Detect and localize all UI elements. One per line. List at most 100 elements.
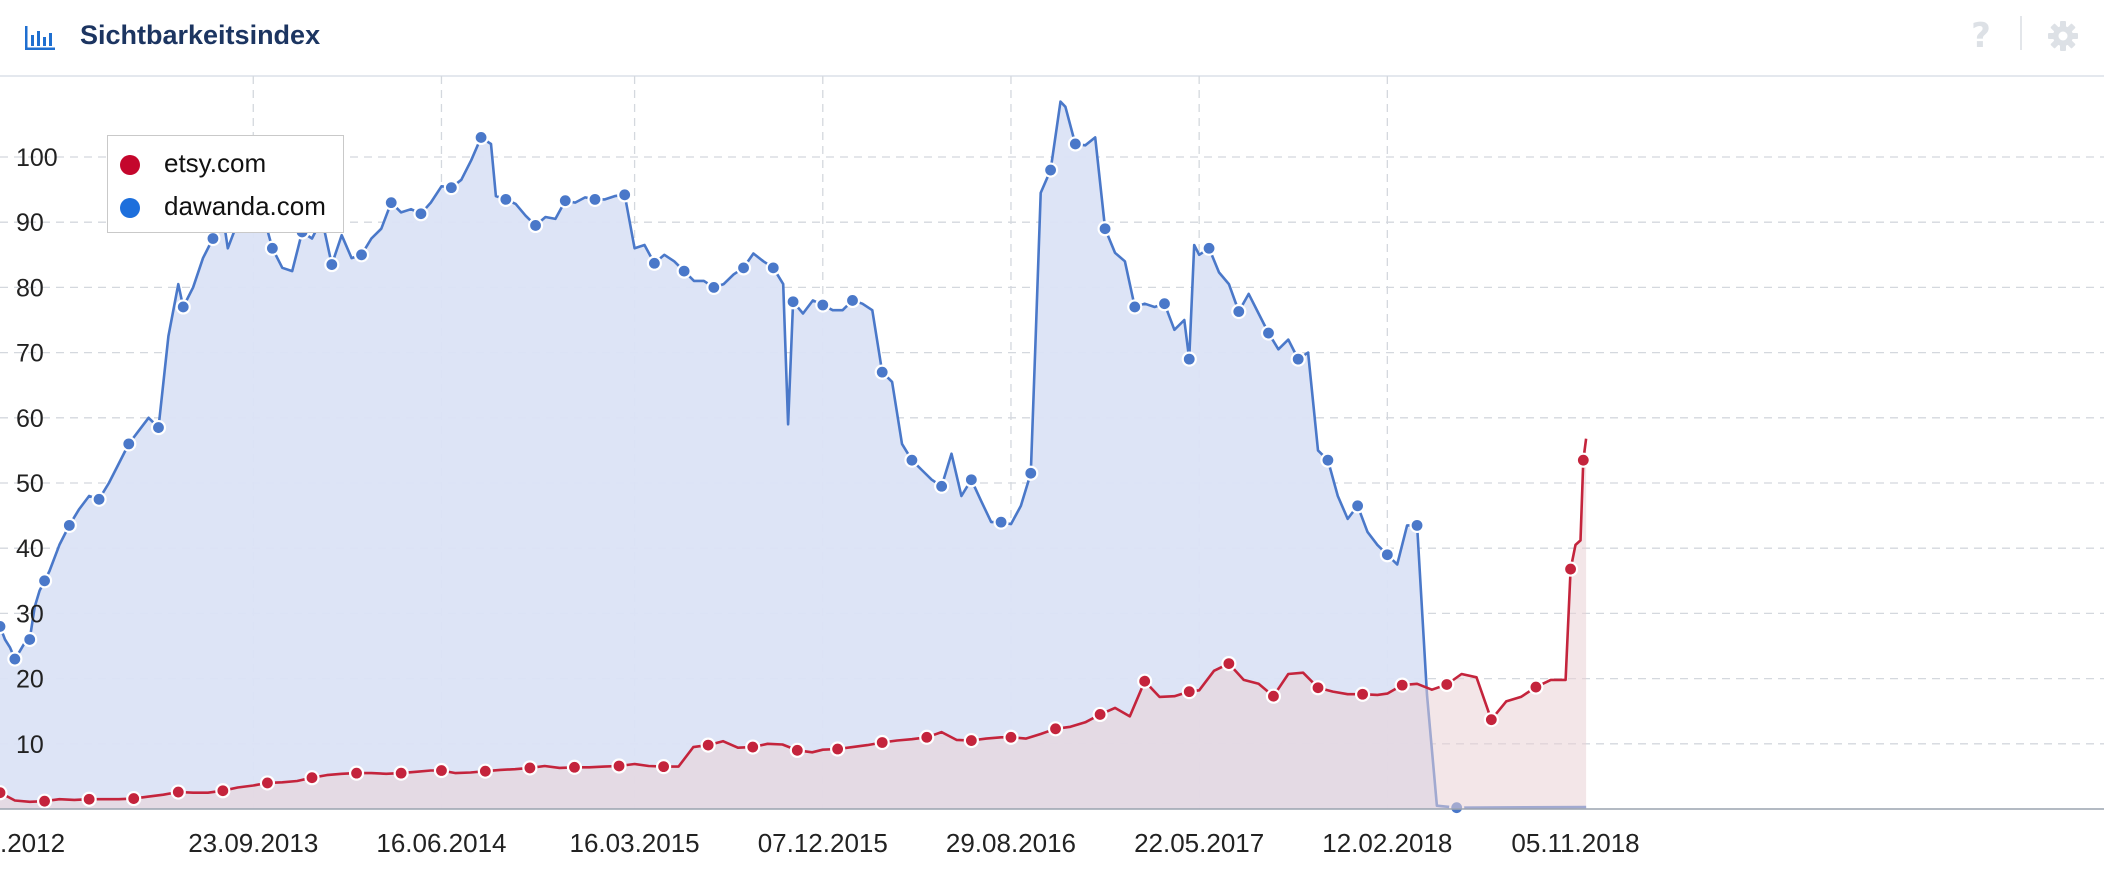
data-point	[745, 739, 761, 755]
data-point	[735, 260, 752, 276]
data-point	[433, 762, 450, 779]
data-point	[1023, 465, 1039, 481]
y-tick-label: 60	[16, 405, 44, 433]
x-tick-label: 16.06.2014	[376, 828, 506, 858]
legend-label-etsy: etsy.com	[164, 148, 267, 178]
data-point	[993, 514, 1009, 530]
y-tick-label: 40	[16, 535, 44, 563]
y-tick-label: 100	[16, 144, 58, 172]
data-point	[0, 618, 8, 635]
data-point	[963, 732, 979, 749]
y-tick-label: 90	[16, 209, 44, 237]
data-point	[91, 491, 107, 507]
data-point	[587, 191, 603, 207]
data-point	[676, 263, 692, 279]
data-point	[1528, 679, 1544, 695]
header-divider	[2020, 16, 2022, 50]
data-point	[393, 765, 409, 781]
data-point	[126, 790, 142, 807]
data-point	[1562, 561, 1579, 577]
data-point	[443, 180, 459, 196]
data-point	[121, 436, 137, 452]
chart-legend: etsy.com dawanda.com	[107, 135, 344, 233]
data-point	[557, 193, 573, 209]
data-point	[617, 187, 633, 203]
y-tick-label: 30	[16, 600, 44, 628]
data-point	[789, 742, 805, 758]
data-point	[1181, 351, 1197, 367]
data-point	[324, 256, 340, 273]
y-tick-label: 50	[16, 470, 44, 498]
visibility-index-chart: 10 20 30 40 50 60 70 80 90 100 30.09.2012 23.09.201…	[0, 76, 2104, 858]
data-point	[1156, 296, 1173, 312]
y-tick-label: 10	[16, 731, 44, 759]
data-point	[498, 191, 514, 207]
x-tick-label: 29.08.2016	[946, 828, 1076, 858]
data-point	[477, 763, 493, 779]
panel-header: Sichtbarkeitsindex ?	[0, 0, 2104, 77]
data-point	[353, 247, 370, 263]
data-point	[205, 230, 221, 247]
data-point	[150, 419, 167, 436]
data-point	[1409, 517, 1425, 533]
data-point	[1067, 136, 1083, 152]
y-tick-label: 70	[16, 340, 44, 368]
data-point	[1290, 351, 1306, 367]
y-tick-label: 80	[16, 274, 44, 302]
data-point	[7, 651, 23, 667]
data-point	[934, 478, 950, 494]
x-tick-label: 07.12.2015	[758, 828, 888, 858]
data-point	[215, 783, 231, 799]
legend-marker-etsy	[120, 155, 140, 175]
chart-title: Sichtbarkeitsindex	[80, 20, 321, 50]
data-point	[304, 770, 320, 786]
data-point	[844, 292, 861, 309]
data-point	[175, 299, 191, 315]
data-point	[919, 729, 935, 745]
series-area-dawanda-com	[0, 101, 1587, 810]
data-point	[1201, 240, 1217, 256]
data-point	[1137, 673, 1153, 689]
data-point	[1042, 162, 1059, 178]
x-tick-label: 16.03.2015	[570, 828, 700, 858]
data-point	[1265, 688, 1282, 704]
data-point	[413, 206, 429, 222]
data-point	[1350, 498, 1366, 514]
data-point	[1310, 680, 1326, 696]
data-point	[527, 217, 544, 234]
data-point	[646, 255, 663, 271]
y-tick-label: 20	[16, 666, 44, 694]
data-point	[522, 760, 538, 776]
series-area-etsy-com	[0, 438, 1587, 809]
data-point	[1127, 299, 1143, 315]
data-point	[1097, 221, 1113, 237]
bar-chart-icon	[24, 22, 56, 52]
data-point	[1320, 452, 1336, 468]
data-point	[259, 775, 276, 791]
data-point	[874, 364, 890, 380]
data-point	[566, 759, 583, 775]
x-tick-label: 05.11.2018	[1511, 828, 1639, 858]
data-point	[611, 758, 627, 774]
help-icon[interactable]: ?	[1971, 16, 1991, 56]
data-point	[1092, 706, 1108, 723]
data-point	[815, 297, 831, 313]
data-point	[1047, 721, 1064, 737]
data-point	[1260, 325, 1277, 341]
data-point	[473, 129, 489, 146]
data-point	[1483, 712, 1499, 728]
data-point	[1575, 452, 1591, 468]
x-tick-label: 22.05.2017	[1134, 828, 1264, 858]
data-point	[61, 517, 77, 533]
data-point	[904, 452, 920, 468]
data-point	[785, 294, 801, 310]
data-point	[1354, 686, 1371, 702]
data-point	[765, 260, 781, 276]
x-tick-label: 12.02.2018	[1322, 828, 1452, 858]
gear-icon[interactable]	[2047, 20, 2079, 52]
x-tick-label: 30.09.2012	[0, 828, 65, 858]
data-point	[0, 785, 8, 801]
data-point	[1221, 656, 1237, 672]
data-point	[1181, 684, 1197, 700]
data-point	[874, 734, 890, 751]
